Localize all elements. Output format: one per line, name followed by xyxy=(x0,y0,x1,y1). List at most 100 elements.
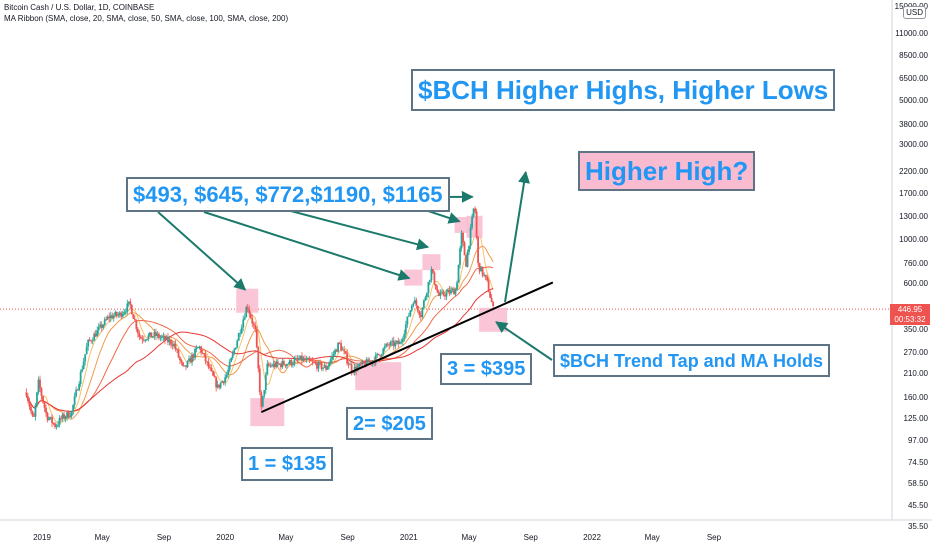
candle-body xyxy=(94,333,97,337)
candle-body xyxy=(325,365,327,370)
candle-body xyxy=(248,309,251,314)
peak-box-1165 xyxy=(466,215,483,238)
candle-body xyxy=(395,340,398,343)
candle-body xyxy=(429,280,431,282)
candle-body xyxy=(207,361,210,368)
candle-body xyxy=(197,347,199,349)
candle-body xyxy=(242,319,245,328)
time-tick-label: May xyxy=(644,533,660,542)
candle-body xyxy=(27,396,29,401)
candle-body xyxy=(401,338,404,342)
candle-body xyxy=(97,326,100,331)
time-tick-label: Sep xyxy=(340,533,355,542)
low-box-1 xyxy=(250,398,285,427)
candle-body xyxy=(191,354,193,363)
low1-callout[interactable]: 1 = $135 xyxy=(241,447,334,481)
candle-body xyxy=(183,365,186,367)
candle-body xyxy=(389,341,392,346)
candle-body xyxy=(106,316,109,320)
candle-body xyxy=(124,311,127,313)
candle-body xyxy=(72,404,75,412)
candle-body xyxy=(52,423,55,424)
candle-body xyxy=(55,425,58,428)
candle-body xyxy=(58,417,61,425)
candle-body xyxy=(374,355,377,364)
candle-body xyxy=(182,362,184,366)
title-callout[interactable]: $BCH Higher Highs, Higher Lows xyxy=(411,69,836,111)
candle-body xyxy=(454,289,457,295)
time-tick-label: Sep xyxy=(523,533,538,542)
trendline xyxy=(260,281,554,414)
trend-tap-callout[interactable]: $BCH Trend Tap and MA Holds xyxy=(553,344,831,377)
low3-callout[interactable]: 3 = $395 xyxy=(440,353,533,385)
candle-body xyxy=(139,336,142,339)
candle-body xyxy=(362,361,365,364)
candle-body xyxy=(85,346,88,355)
candle-body xyxy=(331,355,333,360)
candle-body xyxy=(185,365,187,368)
ma-line-200 xyxy=(25,288,494,412)
candle-body xyxy=(326,366,329,370)
price-tick-label: 45.50 xyxy=(907,500,928,510)
candle-body xyxy=(445,292,448,297)
higher-high-callout[interactable]: Higher High? xyxy=(578,151,756,191)
candle-body xyxy=(170,339,172,345)
candle-body xyxy=(210,367,213,371)
candle-body xyxy=(159,337,162,339)
candle-body xyxy=(111,315,114,319)
candle-body xyxy=(54,423,56,428)
low2-callout[interactable]: 2= $205 xyxy=(346,407,433,440)
candle-body xyxy=(144,339,147,341)
candle-body xyxy=(349,364,352,366)
candle-body xyxy=(385,343,388,347)
price-tick-label: 600.00 xyxy=(903,278,928,288)
candle-body xyxy=(441,291,443,293)
candle-body xyxy=(155,332,157,336)
indicator-legend[interactable]: MA Ribbon (SMA, close, 20, SMA, close, 5… xyxy=(4,14,289,23)
price-tick-label: 3000.00 xyxy=(899,140,928,150)
candle-body xyxy=(415,300,418,306)
candle-body xyxy=(314,362,317,364)
candle-body xyxy=(421,307,424,317)
candle-body xyxy=(444,295,446,297)
price-tick-label: 97.00 xyxy=(907,435,928,445)
price-tick-label: 6500.00 xyxy=(899,73,928,83)
candle-body xyxy=(269,365,272,367)
candle-body xyxy=(338,342,341,344)
candle-body xyxy=(398,342,401,345)
candle-body xyxy=(298,359,300,361)
candle-body xyxy=(273,363,276,368)
candle-body xyxy=(465,255,467,267)
candle-body xyxy=(367,359,370,363)
candle-body xyxy=(487,280,490,292)
candle-body xyxy=(483,274,486,276)
candle-body xyxy=(246,307,249,310)
candle-body xyxy=(270,365,273,367)
candle-body xyxy=(69,416,72,418)
candle-body xyxy=(257,347,260,369)
candle-body xyxy=(213,375,216,378)
price-tick-label: 35.50 xyxy=(907,522,928,531)
candle-body xyxy=(403,333,406,339)
candle-body xyxy=(276,361,279,364)
peaks-callout[interactable]: $493, $645, $772,$1190, $1165 xyxy=(126,177,450,212)
candle-body xyxy=(234,347,237,350)
candle-body xyxy=(394,342,397,347)
candle-body xyxy=(376,353,379,356)
candle-body xyxy=(221,381,224,383)
candle-body xyxy=(48,418,50,421)
candle-body xyxy=(377,353,380,356)
candle-body xyxy=(173,343,175,347)
candle-body xyxy=(424,297,427,301)
candle-body xyxy=(308,358,311,361)
candle-body xyxy=(416,305,419,312)
candle-body xyxy=(188,358,190,361)
currency-button[interactable]: USD xyxy=(903,6,926,19)
price-tick-label: 270.00 xyxy=(903,347,928,357)
arrow-to-772 xyxy=(267,204,430,251)
candle-body xyxy=(167,336,169,343)
candle-body xyxy=(25,392,28,397)
price-tick-label: 125.00 xyxy=(903,413,928,423)
